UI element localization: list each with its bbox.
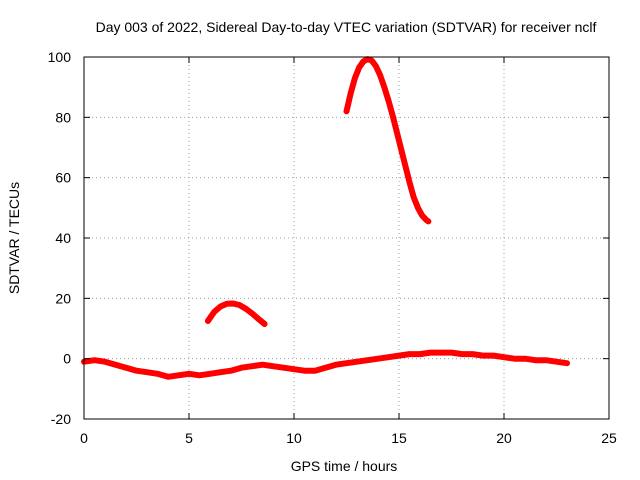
x-tick-label: 20 [496, 430, 512, 446]
y-tick-label: 60 [55, 170, 71, 186]
series-line-hump [204, 300, 268, 327]
x-tick-labels: 0 5 10 15 20 25 [80, 430, 617, 446]
series-layer [81, 56, 570, 380]
y-tick-label: -20 [51, 411, 71, 427]
x-tick-label: 25 [601, 430, 617, 446]
x-tick-label: 15 [391, 430, 407, 446]
grid [84, 57, 609, 419]
ticks [83, 56, 610, 420]
x-tick-label: 0 [80, 430, 88, 446]
y-tick-label: 80 [55, 109, 71, 125]
chart-title: Day 003 of 2022, Sidereal Day-to-day VTE… [96, 19, 597, 35]
series-line-peak [343, 56, 432, 225]
y-tick-label: 0 [63, 351, 71, 367]
series-line-baseline [81, 349, 570, 380]
x-tick-label: 5 [185, 430, 193, 446]
y-tick-label: 40 [55, 230, 71, 246]
x-axis-label: GPS time / hours [291, 458, 398, 474]
y-tick-label: 100 [48, 49, 72, 65]
x-tick-label: 10 [286, 430, 302, 446]
y-tick-labels: -20 0 20 40 60 80 100 [48, 49, 72, 427]
y-tick-label: 20 [55, 290, 71, 306]
y-axis-label: SDTVAR / TECUs [6, 182, 22, 294]
